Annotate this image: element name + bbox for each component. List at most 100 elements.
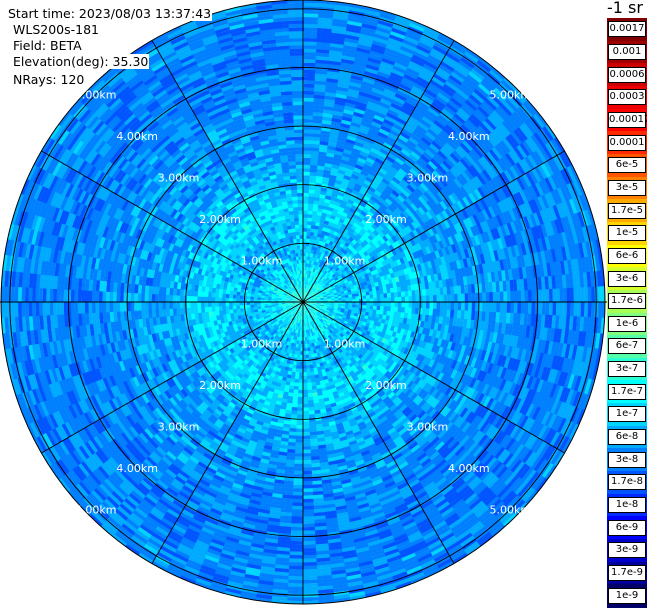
beta-cell: [577, 287, 581, 303]
beta-cell: [303, 186, 310, 190]
beta-cell: [303, 182, 310, 186]
beta-cell: [465, 302, 469, 311]
beta-cell: [387, 306, 391, 311]
beta-cell: [581, 287, 585, 303]
beta-cell: [444, 294, 448, 302]
beta-cell: [503, 302, 507, 314]
beta-cell: [373, 302, 377, 306]
beta-cell: [303, 133, 313, 137]
beta-cell: [303, 105, 314, 109]
beta-cell: [426, 295, 430, 302]
beta-cell: [552, 302, 556, 316]
beta-cell: [493, 302, 497, 313]
beta-cell: [363, 295, 367, 299]
beta-cell: [472, 302, 476, 312]
beta-cell: [398, 292, 402, 298]
beta-cell: [570, 302, 574, 317]
beta-cell: [391, 302, 395, 307]
beta-cell: [563, 288, 567, 303]
beta-cell: [440, 295, 444, 303]
beta-cell: [447, 294, 451, 302]
beta-cell: [308, 207, 314, 211]
beta-cell: [454, 294, 458, 303]
beta-cell: [405, 291, 409, 297]
beta-cell: [567, 302, 571, 317]
beta-cell: [303, 154, 311, 158]
beta-cell: [303, 200, 309, 204]
beta-cell: [423, 296, 427, 303]
beta-cell: [380, 302, 384, 307]
beta-cell: [524, 290, 528, 303]
beta-cell: [390, 307, 394, 312]
beta-cell: [303, 56, 317, 60]
beta-cell: [308, 196, 314, 200]
beta-cell: [524, 302, 528, 315]
beta-cell: [436, 288, 440, 296]
beta-cell: [303, 210, 308, 214]
beta-cell: [437, 295, 441, 303]
beta-cell: [303, 228, 307, 232]
beta-cell: [528, 302, 532, 315]
beta-cell: [303, 249, 306, 253]
beta-cell: [303, 10, 320, 14]
beta-cell: [408, 302, 412, 308]
beta-cell: [303, 239, 307, 243]
beta-cell: [584, 302, 588, 318]
beta-cell: [303, 98, 315, 102]
beta-cell: [303, 119, 313, 123]
beta-cell: [303, 189, 309, 193]
beta-cell: [387, 302, 391, 307]
beta-cell: [496, 302, 500, 313]
beta-cell: [574, 288, 578, 304]
beta-cell: [486, 302, 490, 313]
beta-cell: [303, 34, 318, 38]
beta-cell: [308, 203, 314, 207]
beta-cell: [303, 165, 311, 169]
beta-cell: [387, 293, 391, 298]
beta-cell: [440, 302, 444, 310]
beta-cell: [303, 24, 319, 28]
beta-cell: [377, 294, 381, 299]
beta-cell: [373, 294, 377, 298]
beta-cell: [310, 375, 315, 379]
beta-cell: [303, 168, 311, 172]
beta-cell: [384, 293, 388, 298]
beta-cell: [556, 302, 560, 317]
beta-cell: [430, 302, 434, 309]
beta-cell: [303, 94, 315, 98]
beta-cell: [401, 307, 405, 313]
beta-cell: [366, 295, 370, 299]
beta-cell: [444, 302, 448, 310]
beta-cell: [303, 13, 319, 17]
beta-cell: [447, 302, 451, 310]
beta-cell: [303, 17, 319, 21]
beta-cell: [303, 63, 317, 67]
beta-cell: [591, 302, 595, 319]
beta-cell: [465, 293, 469, 302]
beta-cell: [528, 290, 532, 303]
beta-cell: [310, 368, 314, 372]
beta-cell: [538, 290, 542, 304]
beta-cell: [405, 297, 409, 303]
beta-cell: [303, 147, 312, 151]
beta-cell: [303, 115, 314, 119]
beta-cell: [401, 297, 405, 303]
beta-cell: [553, 289, 557, 303]
beta-cell: [419, 302, 423, 309]
beta-cell: [560, 288, 564, 303]
beta-cell: [303, 91, 315, 95]
beta-cell: [303, 77, 316, 81]
beta-cell: [531, 290, 535, 303]
beta-cell: [584, 287, 588, 303]
beta-cell: [426, 302, 430, 309]
beta-cell: [383, 306, 387, 311]
beta-cell: [549, 289, 553, 303]
beta-cell: [303, 87, 315, 91]
beta-cell: [303, 217, 308, 221]
beta-cell: [303, 73, 316, 77]
beta-cell: [507, 302, 511, 314]
beta-cell: [570, 288, 574, 303]
beta-cell: [521, 290, 525, 303]
beta-cell: [422, 289, 426, 296]
beta-cell: [303, 70, 316, 74]
